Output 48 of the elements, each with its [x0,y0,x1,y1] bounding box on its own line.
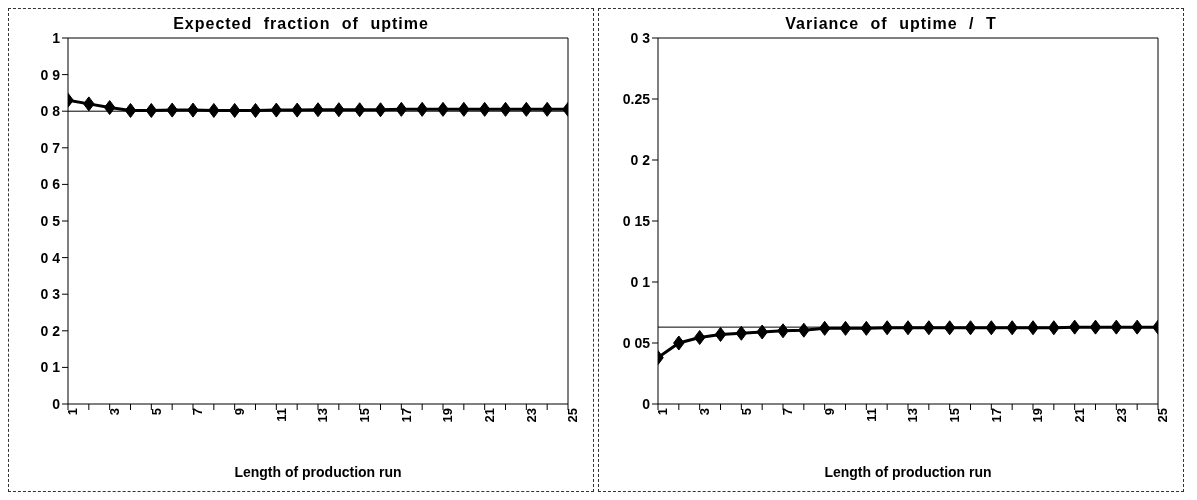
x-tick-label: 5 [148,408,164,416]
y-tick-label: 1 [52,29,61,46]
x-tick-label: 3 [696,408,712,416]
x-tick-label: 1 [65,408,81,416]
x-tick-label: 7 [190,408,206,416]
y-tick-label: 0 8 [40,103,61,120]
y-tick-label: 0 1 [40,359,61,376]
x-tick-label: 25 [565,408,581,423]
x-tick-label: 23 [523,408,539,423]
y-tick-label: 0 05 [622,334,651,351]
x-tick-label: 1 [655,408,671,416]
x-tick-label: 23 [1113,408,1129,423]
x-tick-label: 9 [231,408,247,416]
y-tick-label: 0 2 [40,322,61,339]
x-tick-label: 7 [780,408,796,416]
y-tick-label: 0 7 [40,139,61,156]
x-tick-label: 11 [273,408,289,422]
y-tick-label: 0 3 [40,286,61,303]
x-tick-label: 15 [946,408,962,423]
x-tick-label: 17 [398,408,414,423]
x-tick-label: 9 [821,408,837,416]
y-tick-label: 0 5 [40,212,61,229]
x-axis-title: Length of production run [234,464,402,480]
x-tick-label: 3 [106,408,122,416]
y-tick-label: 0 [52,395,61,412]
x-tick-label: 13 [905,408,921,423]
x-tick-label: 17 [988,408,1004,423]
y-tick-label: 0 4 [40,249,61,266]
x-tick-label: 15 [356,408,372,423]
x-tick-label: 21 [1071,408,1087,423]
chart-title: Expected fraction of uptime [173,15,429,32]
y-tick-label: 0 2 [630,151,651,168]
y-tick-label: 0 9 [40,66,61,83]
y-tick-label: 0 3 [630,29,651,46]
y-tick-label: 0 15 [622,212,651,229]
y-tick-label: 0 [642,395,651,412]
chart-title: Variance of uptime / T [785,15,997,32]
y-tick-label: 0 6 [40,176,61,193]
x-tick-label: 19 [1030,408,1046,423]
x-tick-label: 13 [315,408,331,423]
y-tick-label: 0.25 [622,90,651,107]
x-tick-label: 19 [440,408,456,423]
x-tick-label: 25 [1155,408,1171,423]
x-tick-label: 5 [738,408,754,416]
x-axis-title: Length of production run [824,464,992,480]
y-tick-label: 0 1 [630,273,651,290]
x-tick-label: 21 [481,408,497,423]
x-tick-label: 11 [863,408,879,422]
